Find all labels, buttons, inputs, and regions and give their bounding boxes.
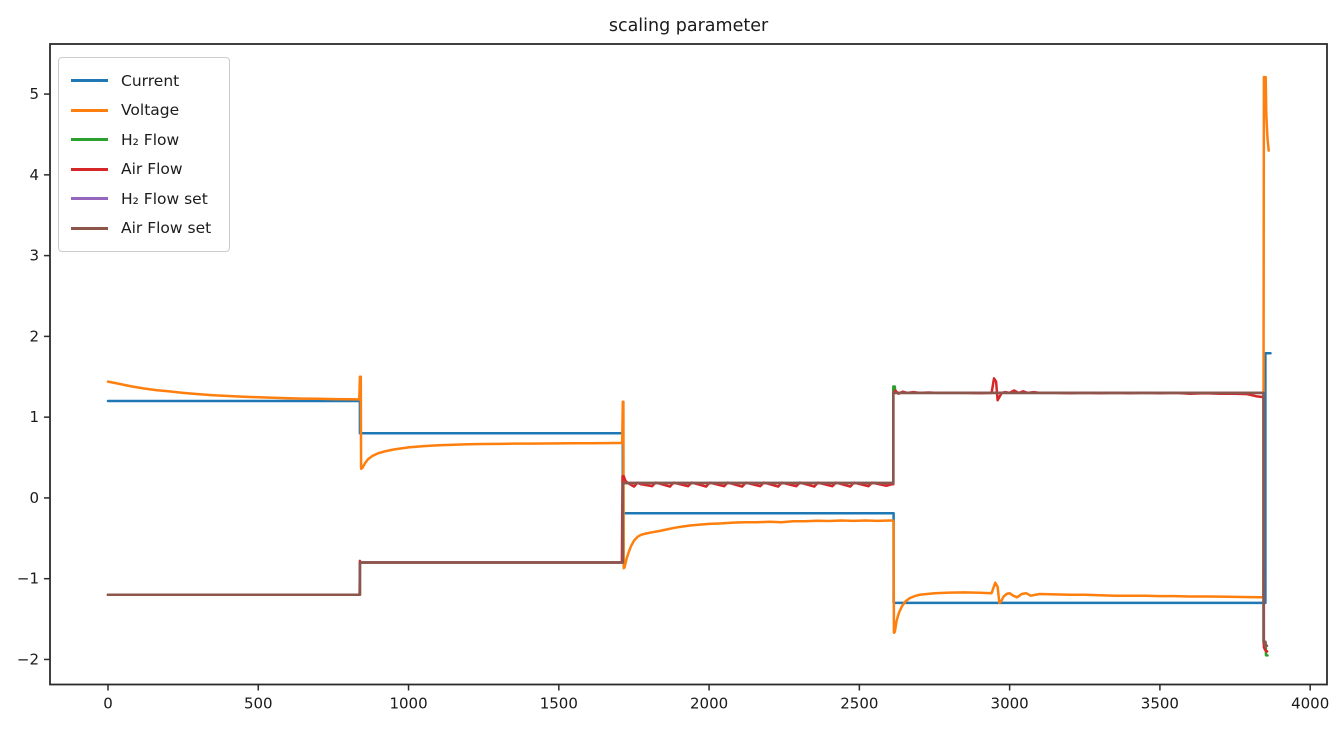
legend-label: H₂ Flow [121,130,180,149]
y-axis-tick-label: −1 [17,570,39,588]
y-axis-tick-label: 1 [29,408,39,426]
legend-swatch [71,108,108,112]
legend-swatch [71,197,108,201]
series-line-h₂-flow [106,385,1269,657]
x-axis-tick-label: 3500 [1141,695,1179,713]
legend: Current Voltage H₂ Flow Air Flow H₂ Flow set… [58,57,231,252]
legend-label: Voltage [121,101,180,120]
series-line-air-flow-set [106,391,1269,647]
y-axis-tick-label: 5 [29,85,39,103]
series-line-current [106,352,1272,605]
legend-label: Air Flow set [121,219,212,238]
y-axis-tick-label: −2 [17,650,39,668]
x-axis-tick-label: 2500 [840,695,878,713]
legend-entry: H₂ Flow set [71,184,211,214]
x-axis-tick-label: 2000 [690,695,728,713]
legend-swatch [71,167,108,171]
x-axis-tick-label: 3000 [991,695,1029,713]
x-axis-tick-label: 500 [244,695,273,713]
chart-title: scaling parameter [608,16,769,36]
y-axis-tick-label: 4 [29,166,39,184]
legend-label: H₂ Flow set [121,189,208,208]
legend-swatch [71,79,108,83]
y-axis-tick-label: 0 [29,489,39,507]
series-line-h₂-flow-set [106,391,1269,647]
x-axis-tick-label: 0 [103,695,113,713]
y-axis-tick-label: 3 [29,247,39,265]
legend-entry: Current [71,66,211,96]
legend-entry: Voltage [71,96,211,126]
x-axis-tick-label: 1000 [389,695,427,713]
legend-swatch [71,226,108,230]
legend-entry: Air Flow set [71,214,211,244]
legend-label: Air Flow [121,160,183,179]
legend-swatch [71,138,108,142]
axes-frame [49,43,1328,686]
x-axis-tick-label: 4000 [1291,695,1329,713]
series-line-air-flow [106,377,1269,653]
legend-entry: Air Flow [71,155,211,185]
x-axis-tick-label: 1500 [540,695,578,713]
legend-label: Current [121,71,180,90]
legend-entry: H₂ Flow [71,125,211,155]
y-axis-tick-label: 2 [29,327,39,345]
series-line-voltage [106,75,1270,635]
